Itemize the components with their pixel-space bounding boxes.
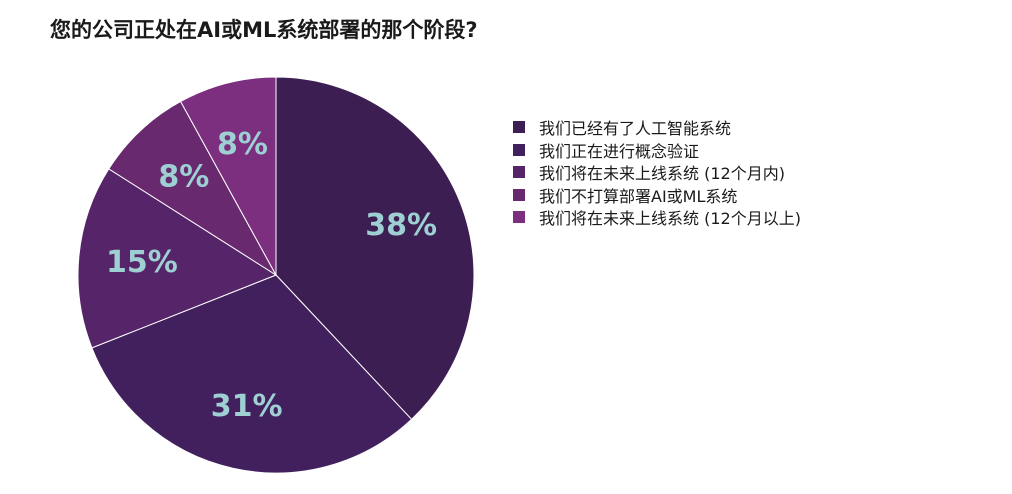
legend-swatch-3 bbox=[513, 166, 525, 179]
legend-label-2: 我们正在进行概念验证 bbox=[539, 141, 700, 161]
legend-item-3: 我们将在未来上线系统 (12个月内) bbox=[513, 161, 801, 184]
legend-item-5: 我们将在未来上线系统 (12个月以上) bbox=[513, 206, 801, 229]
legend-label-5: 我们将在未来上线系统 (12个月以上) bbox=[539, 209, 801, 229]
legend-swatch-1 bbox=[513, 121, 525, 134]
legend-item-2: 我们正在进行概念验证 bbox=[513, 139, 801, 162]
pie-slice-4 bbox=[108, 100, 277, 276]
pie-slice-label-5: 8% bbox=[217, 127, 268, 162]
pie-slice-label-3: 15% bbox=[106, 245, 178, 280]
legend-swatch-4 bbox=[513, 188, 525, 201]
legend-item-4: 我们不打算部署AI或ML系统 bbox=[513, 184, 801, 207]
legend-swatch-5 bbox=[513, 211, 525, 224]
pie-slice-3 bbox=[77, 168, 278, 349]
pie-slice-2 bbox=[91, 274, 413, 474]
pie-slice-1 bbox=[275, 76, 475, 421]
pie-slice-label-2: 31% bbox=[211, 389, 283, 424]
legend-item-1: 我们已经有了人工智能系统 bbox=[513, 116, 801, 139]
pie-slice-label-4: 8% bbox=[158, 159, 209, 194]
pie-chart: 38% 31% 15% 8%8% bbox=[77, 76, 475, 474]
legend-swatch-2 bbox=[513, 143, 525, 156]
pie-slice-label-1: 38% bbox=[365, 208, 437, 243]
chart-legend: 我们已经有了人工智能系统 我们正在进行概念验证我们将在未来上线系统 (12个月内)… bbox=[513, 116, 801, 229]
legend-label-1: 我们已经有了人工智能系统 bbox=[539, 119, 732, 139]
pie-slice-5 bbox=[179, 76, 277, 276]
legend-label-4: 我们不打算部署AI或ML系统 bbox=[539, 186, 738, 206]
chart-title: 您的公司正处在AI或ML系统部署的那个阶段? bbox=[50, 18, 478, 42]
legend-label-3: 我们将在未来上线系统 (12个月内) bbox=[539, 164, 785, 184]
